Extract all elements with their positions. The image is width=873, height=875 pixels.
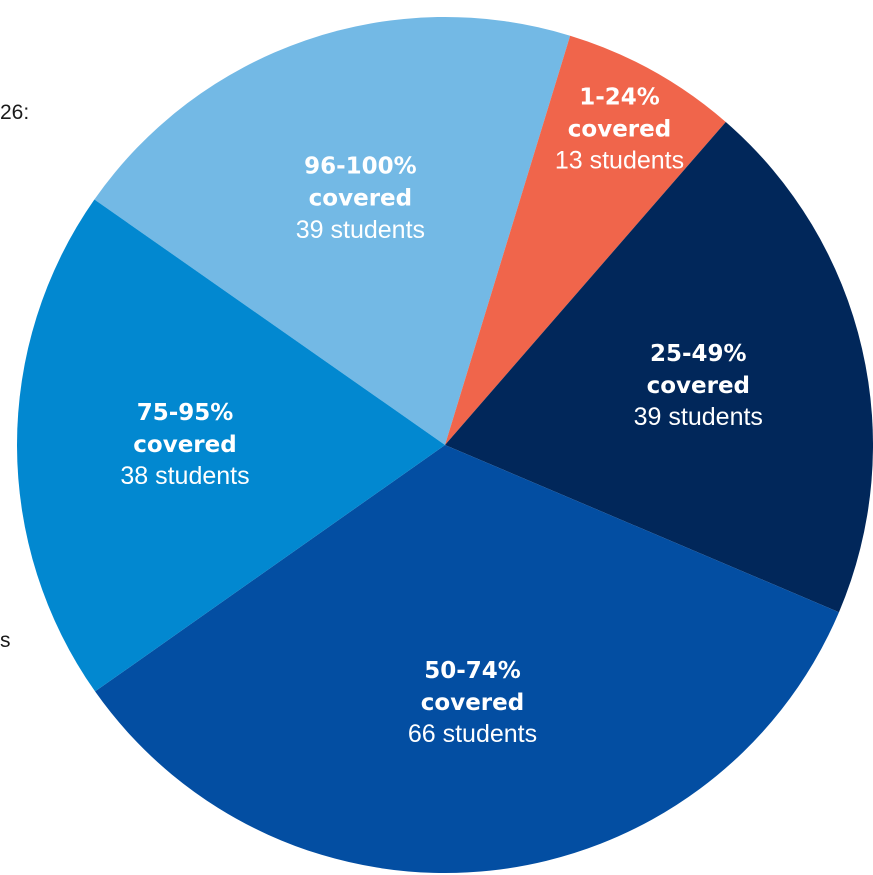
slice-count-label: 38 students <box>120 462 249 490</box>
slice-covered-label: covered <box>421 690 524 716</box>
slice-range-label: 1-24% <box>579 85 660 111</box>
slice-count-label: 66 students <box>408 720 537 748</box>
clipped-text-fragment-bottom: s <box>0 629 11 652</box>
slice-count-label: 39 students <box>296 216 425 244</box>
pie-slice-25-49pct <box>445 121 873 613</box>
slice-covered-label: covered <box>309 186 412 212</box>
slice-covered-label: covered <box>647 373 750 399</box>
pie-slice-1-24pct <box>445 35 726 445</box>
slice-covered-label: covered <box>568 117 671 143</box>
slice-range-label: 25-49% <box>650 341 747 367</box>
slice-covered-label: covered <box>133 432 236 458</box>
pie-slice-75-95pct <box>16 199 446 692</box>
slice-count-label: 39 students <box>634 403 763 431</box>
pie-slice-96-100pct <box>94 16 571 445</box>
pie-slice-50-74pct <box>95 445 839 874</box>
slice-count-label: 13 students <box>555 147 684 175</box>
slice-range-label: 50-74% <box>424 658 521 684</box>
slice-range-label: 96-100% <box>304 154 417 180</box>
slice-range-label: 75-95% <box>137 400 234 426</box>
clipped-text-fragment-top: 26: <box>0 101 30 124</box>
